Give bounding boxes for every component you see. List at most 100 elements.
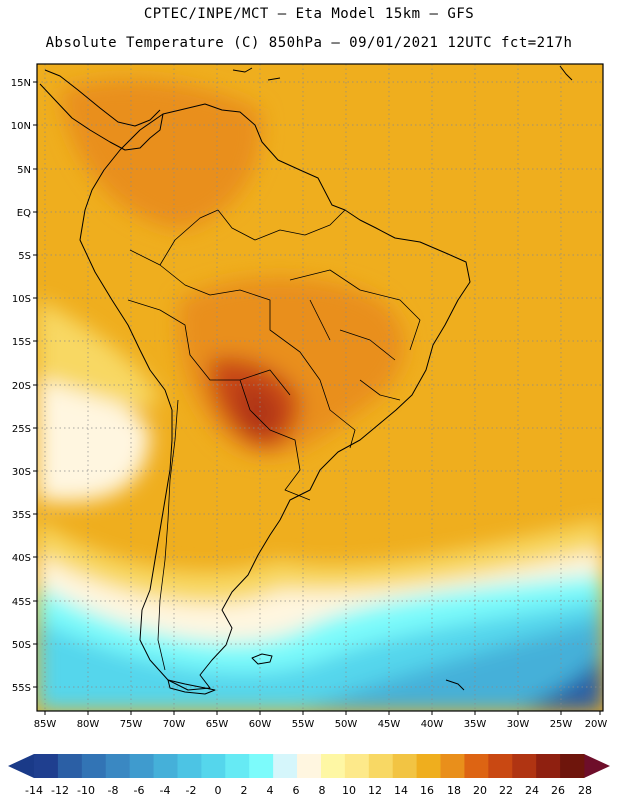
lon-label: 70W — [163, 719, 186, 730]
colorbar-swatch — [273, 754, 298, 778]
colorbar-swatch — [560, 754, 585, 778]
map-title-line-1: CPTEC/INPE/MCT – Eta Model 15km – GFS — [143, 6, 475, 22]
colorbar-swatch — [225, 754, 250, 778]
colorbar-tick-label: -4 — [160, 784, 171, 797]
lon-label: 45W — [378, 719, 401, 730]
lon-label: 60W — [249, 719, 272, 730]
lon-label: 80W — [77, 719, 100, 730]
caribbean-islands — [232, 65, 573, 81]
lat-label: 30S — [12, 467, 31, 478]
map-title-line-2: Absolute Temperature (C) 850hPa – 09/01/… — [45, 35, 573, 51]
colorbar-tick-label: 26 — [551, 784, 565, 797]
field-hottest-core — [235, 384, 280, 435]
lon-label: 55W — [292, 719, 315, 730]
colorbar-swatch — [153, 754, 178, 778]
paraguay-uruguay-border — [239, 379, 311, 501]
colorbar-tick-label: 0 — [215, 784, 222, 797]
colorbar-swatch — [129, 754, 154, 778]
lat-label: 50S — [12, 640, 31, 651]
colorbar-tick-label: 8 — [319, 784, 326, 797]
colorbar-tick-label: 10 — [342, 784, 356, 797]
colorbar-swatch — [464, 754, 489, 778]
colorbar-swatch — [249, 754, 274, 778]
lat-label: 40S — [12, 553, 31, 564]
lat-label: 55S — [12, 683, 31, 694]
colorbar-swatch — [488, 754, 513, 778]
colorbar-swatch — [297, 754, 322, 778]
colorbar-swatch — [177, 754, 202, 778]
colorbar-swatch — [81, 754, 107, 778]
lat-label: 15S — [12, 337, 31, 348]
colorbar-high-arrow — [584, 754, 610, 778]
lon-label: 50W — [335, 719, 358, 730]
latitude-labels: 15N 10N 5N EQ 5S 10S 15S 20S 25S 30S 35S… — [11, 78, 31, 694]
lat-label: 45S — [12, 597, 31, 608]
lon-label: 35W — [464, 719, 487, 730]
colorbar-tick-label: -6 — [134, 784, 145, 797]
lon-label: 30W — [507, 719, 530, 730]
colorbar-tick-label: -14 — [25, 784, 43, 797]
colorbar-swatch — [440, 754, 465, 778]
field-coldest-band — [520, 655, 603, 711]
colorbar-tick-label: 6 — [293, 784, 300, 797]
peru-bolivia-border — [127, 249, 291, 396]
colorbar-swatch — [368, 754, 394, 778]
central-america-coastline — [39, 83, 164, 151]
longitude-labels: 85W 80W 75W 70W 65W 60W 55W 50W 45W 40W … — [34, 719, 608, 730]
lon-label: 40W — [421, 719, 444, 730]
lat-label: 5S — [18, 251, 31, 262]
central-america-north-coast — [44, 69, 161, 127]
colorbar-tick-label: 4 — [267, 784, 274, 797]
colorbar-swatch — [320, 754, 346, 778]
lat-label: 5N — [17, 165, 31, 176]
colorbar-tick-labels: -14 -12 -10 -8 -6 -4 -2 0 2 4 6 8 10 12 … — [25, 784, 592, 797]
colorbar-tick-label: 20 — [473, 784, 487, 797]
colorbar-tick-label: 12 — [368, 784, 382, 797]
field-pacific-warm — [37, 300, 160, 407]
colorbar-tick-label: 24 — [525, 784, 539, 797]
colorbar-tick-label: 18 — [447, 784, 461, 797]
lat-label: 10S — [12, 294, 31, 305]
colorbar-swatch — [536, 754, 561, 778]
lat-label: 25S — [12, 424, 31, 435]
country-borders — [127, 209, 421, 671]
colorbar-swatch — [105, 754, 131, 778]
coastlines — [39, 65, 573, 695]
colorbar-tick-label: 28 — [578, 784, 592, 797]
lon-label: 65W — [206, 719, 229, 730]
colorbar-tick-label: -10 — [77, 784, 95, 797]
lat-label: 35S — [12, 510, 31, 521]
colorbar-tick-label: 2 — [241, 784, 248, 797]
lon-label: 85W — [34, 719, 57, 730]
colorbar-tick-label: -8 — [108, 784, 119, 797]
sandwich-islands — [445, 679, 465, 691]
colorbar-swatch — [416, 754, 441, 778]
axis-ticks — [33, 81, 601, 715]
lat-label: 10N — [11, 121, 31, 132]
lon-label: 75W — [120, 719, 143, 730]
colorbar-tick-label: 16 — [420, 784, 434, 797]
lat-label: 15N — [11, 78, 31, 89]
colorbar-tick-label: -2 — [186, 784, 197, 797]
colorbar-swatch — [512, 754, 537, 778]
colorbar-swatch — [201, 754, 226, 778]
colorbar-swatch — [344, 754, 370, 778]
field-cold-band — [300, 620, 603, 711]
brazil-border — [159, 209, 356, 449]
brazil-states — [289, 269, 421, 401]
colorbar-swatches — [34, 754, 585, 778]
field-north-warm — [60, 79, 262, 230]
lon-label: 20W — [585, 719, 608, 730]
colorbar-swatch — [57, 754, 83, 778]
field-pacific-pale — [37, 370, 150, 502]
colorbar: -14 -12 -10 -8 -6 -4 -2 0 2 4 6 8 10 12 … — [8, 754, 610, 797]
lat-label: 20S — [12, 381, 31, 392]
lat-label: EQ — [17, 208, 31, 219]
map-frame — [36, 63, 604, 712]
tierra-del-fuego-coastline — [167, 679, 216, 695]
colorbar-tick-label: 14 — [394, 784, 408, 797]
colorbar-tick-label: -12 — [51, 784, 69, 797]
lon-label: 25W — [550, 719, 573, 730]
colorbar-low-arrow — [8, 754, 34, 778]
